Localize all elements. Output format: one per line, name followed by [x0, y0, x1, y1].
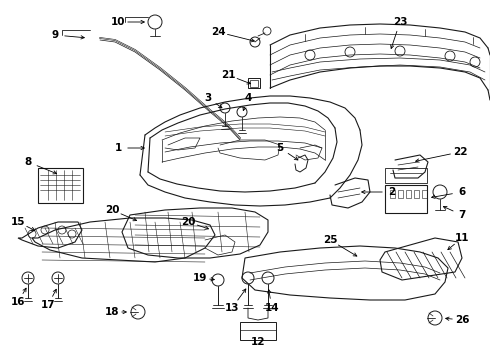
Text: 4: 4 [245, 93, 252, 103]
Text: 5: 5 [276, 143, 284, 153]
Text: 23: 23 [393, 17, 407, 27]
Text: 24: 24 [211, 27, 225, 37]
Text: 3: 3 [204, 93, 212, 103]
Text: 19: 19 [193, 273, 207, 283]
Text: 10: 10 [111, 17, 125, 27]
Text: 6: 6 [458, 187, 466, 197]
Text: 8: 8 [24, 157, 32, 167]
Text: 11: 11 [455, 233, 469, 243]
Text: 18: 18 [105, 307, 119, 317]
Text: 20: 20 [181, 217, 195, 227]
Text: 13: 13 [225, 303, 239, 313]
Text: 21: 21 [221, 70, 235, 80]
Text: 2: 2 [389, 187, 395, 197]
Text: 20: 20 [105, 205, 119, 215]
Text: 26: 26 [455, 315, 469, 325]
Text: 7: 7 [458, 210, 466, 220]
Text: 25: 25 [323, 235, 337, 245]
Text: 17: 17 [41, 300, 55, 310]
Text: 14: 14 [265, 303, 279, 313]
Text: 1: 1 [114, 143, 122, 153]
Text: 22: 22 [453, 147, 467, 157]
Text: 15: 15 [11, 217, 25, 227]
Text: 16: 16 [11, 297, 25, 307]
Text: 12: 12 [251, 337, 265, 347]
Text: 9: 9 [51, 30, 59, 40]
